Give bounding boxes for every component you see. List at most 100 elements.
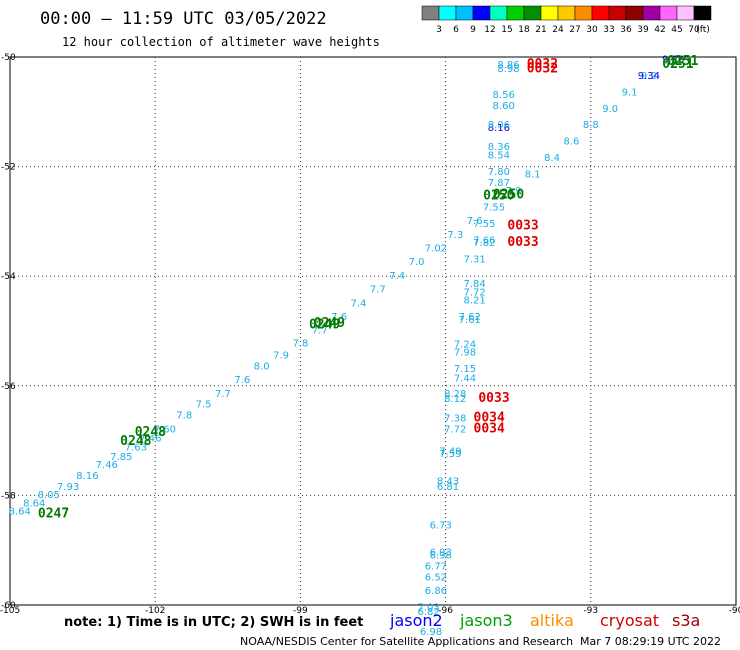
swh-value-label: 7.60	[154, 424, 176, 435]
swh-value-label: 7.55	[473, 219, 495, 230]
time-label: 0033	[507, 235, 538, 250]
swh-value-label: 8.06	[488, 120, 510, 131]
time-label: 0248	[135, 425, 166, 440]
swh-value-label: 7.02	[425, 244, 447, 255]
time-label: 0250	[483, 188, 514, 203]
swh-value-label: 6.77	[425, 561, 447, 572]
swh-value-label: 7.93	[57, 482, 79, 493]
swh-value-label: 6.98	[420, 627, 442, 638]
legend-tick-label: 70	[688, 25, 700, 35]
legend-tick-label: 18	[518, 25, 530, 35]
legend-tick-label: 45	[671, 25, 682, 35]
time-label: 0034	[474, 410, 505, 425]
y-tick-label: -58	[1, 491, 16, 501]
swh-value-label: 7.7	[312, 326, 328, 337]
swh-value-label: 8.43	[437, 476, 459, 487]
swh-value-label: 6.86	[425, 586, 447, 597]
swh-value-label: 7.8	[176, 411, 192, 422]
swh-value-label: 7.46	[96, 460, 118, 471]
swh-value-label: 8.6	[563, 137, 579, 148]
swh-value-label: 8.0	[254, 361, 270, 372]
swh-value-label: 9.2	[641, 71, 657, 82]
swh-value-label: 8.64	[23, 498, 45, 509]
swh-value-label: 9.26	[662, 54, 684, 65]
y-tick-label: -56	[1, 382, 16, 392]
time-label: 0248	[120, 434, 151, 449]
x-tick-label: -90	[729, 606, 740, 616]
legend-tick-label: 30	[586, 25, 598, 35]
gridlines	[10, 57, 736, 605]
legend-swatch	[506, 5, 525, 21]
legend-swatch	[591, 5, 610, 21]
time-label: 0032	[527, 61, 558, 76]
swh-value-label: 8.05	[38, 490, 60, 501]
swh-value-label: 8.4	[544, 153, 560, 164]
swh-value-label: 7.03	[418, 602, 440, 613]
footer-credit: NOAA/NESDIS Center for Satellite Applica…	[240, 635, 573, 648]
satellite-legend: jason2 jason3 altika cryosat s3a	[389, 611, 700, 630]
swh-value-label: 7.63	[125, 442, 147, 453]
swh-value-label: 7.84	[464, 279, 486, 290]
time-label: 0247	[38, 506, 69, 521]
swh-value-label: 8.28	[444, 389, 466, 400]
swh-value-label: 8.21	[464, 296, 486, 307]
swh-value-label: 7.0	[409, 257, 425, 268]
chart-subtitle: 12 hour collection of altimeter wave hei…	[62, 35, 380, 49]
legend-swatch	[489, 5, 508, 21]
swh-value-label: 7.38	[444, 413, 466, 424]
swh-value-label: 7.7	[370, 285, 386, 296]
swh-value-label: 7.9	[505, 186, 521, 197]
swh-value-label: 7.72	[444, 424, 466, 435]
swh-value-label: 7.59	[439, 449, 461, 460]
footnote: note: 1) Time is in UTC; 2) SWH is in fe…	[64, 615, 363, 630]
y-tick-label: -60	[1, 601, 16, 611]
swh-value-label: 7.3	[447, 230, 463, 241]
x-tick-label: -96	[438, 606, 453, 616]
swh-value-label: 9.34	[638, 71, 660, 82]
legend-swatch	[540, 5, 559, 21]
swh-value-label: 7.80	[488, 167, 510, 178]
time-label: 0032	[527, 57, 558, 72]
legend-swatch	[625, 5, 644, 21]
swh-value-label: 7.66	[473, 235, 495, 246]
swh-value-label: 6.52	[425, 572, 447, 583]
swh-value-label: 8.16	[488, 123, 510, 134]
color-legend: 3 6 9 12 15 18 21 24 27 30 33 36 39 42 45 70(ft)	[421, 5, 712, 35]
legend-tick-label: 6	[453, 25, 459, 35]
legend-swatch	[659, 5, 678, 21]
legend-swatch	[438, 5, 457, 21]
legend-tick-label: 3	[436, 25, 442, 35]
legend-swatch	[574, 5, 593, 21]
swh-value-label: 8.60	[493, 101, 515, 112]
swh-value-label: 9.1	[622, 87, 638, 98]
swh-value-label: 8.16	[76, 471, 98, 482]
swh-value-label: 7.6	[467, 216, 483, 227]
swh-value-label: 7.15	[454, 364, 476, 375]
swh-value-label: 8.64	[9, 507, 31, 518]
swh-value-label: 7.6	[234, 375, 250, 386]
swh-value-label: 7.85	[110, 452, 132, 463]
swh-value-label: 7.98	[454, 348, 476, 359]
footer-timestamp: Mar 7 08:29:19 UTC 2022	[580, 635, 721, 648]
swh-value-label: 7.24	[454, 339, 476, 350]
swh-value-label: 8.86	[497, 60, 519, 71]
swh-value-label: 7.87	[488, 178, 510, 189]
satellite-name-cryosat: cryosat	[600, 611, 659, 630]
x-tick-label: -99	[293, 606, 308, 616]
time-label: 0249	[309, 317, 340, 332]
legend-tick-label: 9	[470, 25, 476, 35]
axis-tick-labels: -105 -102 -99 -96 -93 -90 -50 -52 -54 -56 -58 -60	[0, 53, 740, 616]
x-tick-label: -105	[0, 606, 20, 616]
swh-value-label: 7.7	[215, 389, 231, 400]
swh-value-label: 8.1	[525, 170, 541, 181]
swh-value-label: 8.8	[583, 120, 599, 131]
chart-title: 00:00 – 11:59 UTC 03/05/2022	[40, 9, 327, 29]
legend-swatch	[455, 5, 474, 21]
satellite-name-jason2: jason2	[389, 611, 443, 630]
time-label: 0034	[474, 421, 505, 436]
swh-value-label: 7.44	[454, 373, 476, 384]
legend-swatch	[693, 5, 712, 21]
swh-value-label: 8.98	[497, 64, 519, 75]
swh-value-label: 7.4	[351, 298, 367, 309]
